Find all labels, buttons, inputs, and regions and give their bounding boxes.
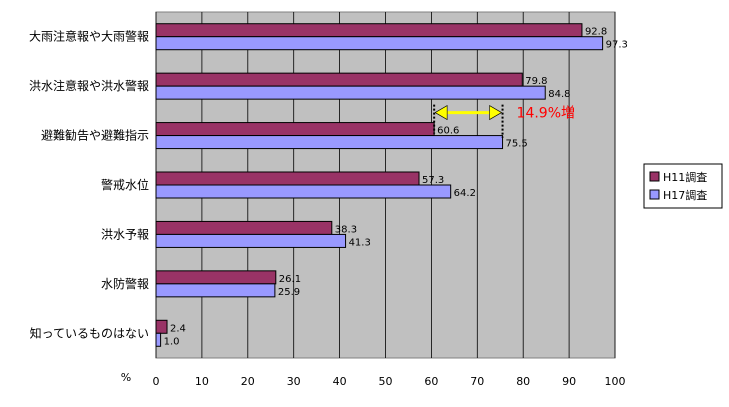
data-label: 1.0 <box>164 336 180 347</box>
bar-h17 <box>155 36 604 51</box>
data-label: 25.9 <box>278 287 300 298</box>
data-label: 79.8 <box>525 76 547 87</box>
legend-label: H17調査 <box>663 188 707 202</box>
x-axis-ticks: 0 10 20 30 40 50 60 70 80 90 100 <box>153 375 626 388</box>
bars: 92.8 97.3 79.884.8 60.6 75.5 57.3 64.2 38.3 41.3… <box>155 23 628 347</box>
x-tick-label: 30 <box>287 375 301 388</box>
category-label: 知っているものはない <box>30 326 149 340</box>
bar-h11 <box>155 270 277 285</box>
annotation-text: 14.9%増 <box>517 106 575 122</box>
bar-h11 <box>155 72 523 87</box>
bar-h17 <box>155 184 452 199</box>
data-label: 92.8 <box>585 27 607 38</box>
annotation-arrowhead <box>489 105 503 121</box>
data-label: 38.3 <box>335 224 357 235</box>
legend-label: H11調査 <box>663 170 707 184</box>
x-axis-unit-label: % <box>121 371 131 384</box>
grid-lines <box>155 12 616 358</box>
data-label: 64.2 <box>454 188 476 199</box>
category-label: 大雨注意報や大雨警報 <box>29 29 149 44</box>
annotation-arrowhead <box>434 105 448 121</box>
bar-h17 <box>155 332 162 347</box>
legend-swatch <box>649 189 660 200</box>
data-label: 60.6 <box>437 126 459 137</box>
x-tick-label: 70 <box>470 375 484 388</box>
legend-box <box>643 163 723 209</box>
bar-h17 <box>155 85 546 100</box>
data-label: 2.4 <box>170 323 186 334</box>
bar-h11 <box>155 319 168 334</box>
bar-h11 <box>155 23 583 38</box>
bar-h11 <box>155 220 333 235</box>
data-label: 26.1 <box>279 274 301 285</box>
x-tick-label: 60 <box>424 375 438 388</box>
annotation: 14.9%増 <box>433 104 575 138</box>
category-label: 洪水予報 <box>101 227 149 241</box>
x-tick-label: 10 <box>195 375 209 388</box>
category-label: 避難勧告や避難指示 <box>41 128 149 143</box>
legend: H11調査 H17調査 <box>643 163 723 209</box>
bar-h17 <box>155 283 276 298</box>
category-label: 警戒水位 <box>101 177 149 192</box>
data-label: 75.5 <box>506 139 528 150</box>
x-tick-label: 80 <box>516 375 530 388</box>
bar-h17 <box>155 135 504 150</box>
bar-h17 <box>155 233 347 248</box>
x-tick-label: 0 <box>153 375 160 388</box>
x-tick-label: 100 <box>605 375 626 388</box>
bar-h11 <box>155 171 420 186</box>
x-tick-label: 20 <box>241 375 255 388</box>
x-tick-label: 50 <box>379 375 393 388</box>
data-label: 97.3 <box>606 40 628 51</box>
category-label: 水防警報 <box>101 276 149 291</box>
legend-swatch <box>649 171 660 182</box>
bar-h11 <box>155 122 435 137</box>
data-label: 41.3 <box>349 237 371 248</box>
category-labels: 大雨注意報や大雨警報洪水注意報や洪水警報避難勧告や避難指示警戒水位洪水予報水防警… <box>29 29 149 341</box>
data-label: 84.8 <box>548 89 570 100</box>
category-label: 洪水注意報や洪水警報 <box>29 78 149 93</box>
data-label: 57.3 <box>422 175 444 186</box>
x-tick-label: 90 <box>562 375 576 388</box>
x-tick-label: 40 <box>333 375 347 388</box>
